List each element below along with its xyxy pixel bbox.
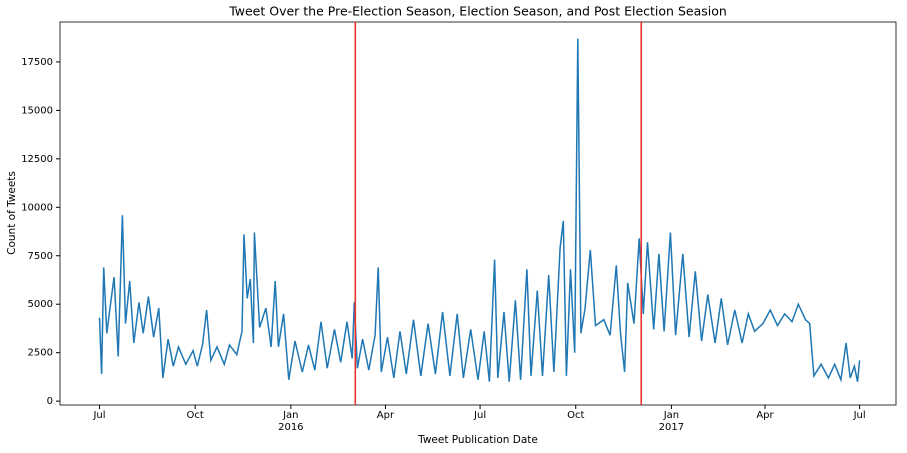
x-tick-label: Apr <box>756 410 774 421</box>
x-axis-label: Tweet Publication Date <box>417 434 538 446</box>
line-series <box>98 38 861 383</box>
y-tick-label: 12500 <box>21 154 53 165</box>
x-tick-label: Jan <box>282 410 298 421</box>
y-tick-label: 2500 <box>28 348 53 359</box>
y-tick-label: 7500 <box>28 251 53 262</box>
x-tick-label: Jul <box>853 410 866 421</box>
x-tick-label: Jan <box>663 410 679 421</box>
x-tick-year-label: 2017 <box>659 422 684 433</box>
y-tick-label: 10000 <box>21 202 53 213</box>
chart-title: Tweet Over the Pre-Election Season, Elec… <box>228 4 727 19</box>
y-tick-label: 5000 <box>28 299 53 310</box>
y-tick-label: 0 <box>47 396 53 407</box>
y-axis-label: Count of Tweets <box>6 171 18 255</box>
y-tick-label: 17500 <box>21 57 53 68</box>
x-tick-label: Apr <box>377 410 395 421</box>
plot-frame <box>59 21 897 406</box>
x-tick-label: Oct <box>567 410 584 421</box>
x-tick-label: Jul <box>473 410 486 421</box>
x-tick-year-label: 2016 <box>278 422 303 433</box>
x-tick-label: Oct <box>187 410 204 421</box>
y-tick-label: 15000 <box>21 105 53 116</box>
x-tick-label: Jul <box>92 410 105 421</box>
